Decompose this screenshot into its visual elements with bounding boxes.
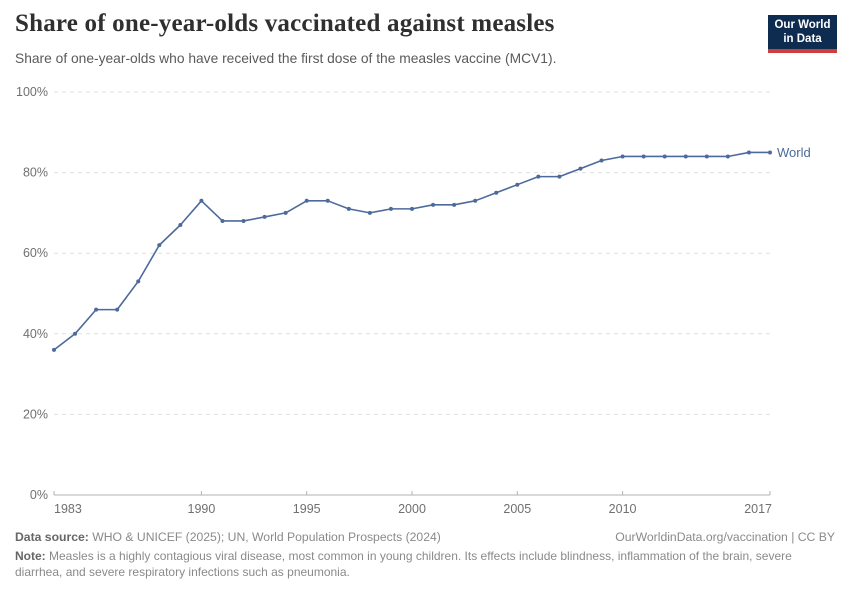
series-line-world: [53, 151, 771, 351]
data-point: [431, 202, 436, 207]
data-point: [199, 198, 204, 203]
y-axis-tick-label: 20%: [23, 407, 48, 421]
data-point: [683, 154, 688, 159]
data-point: [304, 198, 309, 203]
data-point: [662, 154, 667, 159]
data-point: [262, 214, 267, 219]
data-point: [746, 150, 751, 155]
data-point: [557, 174, 562, 179]
note-label: Note:: [15, 549, 46, 563]
data-point: [452, 202, 457, 207]
data-point: [578, 166, 583, 171]
data-point: [388, 206, 393, 211]
y-axis-tick-label: 100%: [16, 85, 48, 99]
data-point: [473, 198, 478, 203]
data-source-label: Data source:: [15, 530, 89, 544]
y-axis-tick-label: 40%: [23, 327, 48, 341]
owid-logo-line2: in Data: [783, 32, 822, 45]
data-point: [73, 331, 78, 336]
data-point: [367, 210, 372, 215]
data-point: [94, 307, 99, 312]
y-axis-tick-label: 0%: [30, 488, 48, 502]
data-point: [410, 206, 414, 211]
x-axis-tick-label: 2000: [398, 502, 426, 516]
data-point: [599, 158, 604, 163]
data-point: [704, 154, 709, 159]
x-axis-tick-label: 2017: [744, 502, 772, 516]
chart-note: Note: Measles is a highly contagious vir…: [15, 549, 793, 580]
data-point: [52, 347, 56, 352]
chart-footer: Data source: WHO & UNICEF (2025); UN, Wo…: [15, 530, 835, 580]
x-axis-tick-label: 1990: [188, 502, 216, 516]
data-source: Data source: WHO & UNICEF (2025); UN, Wo…: [15, 530, 441, 544]
owid-logo-line1: Our World: [774, 19, 831, 31]
x-axis-tick-label: 2010: [609, 502, 637, 516]
data-point: [515, 182, 520, 187]
y-axis-tick-label: 80%: [23, 166, 48, 180]
data-point: [768, 150, 772, 155]
series-label[interactable]: World: [777, 145, 811, 160]
data-point: [641, 154, 646, 159]
x-axis-tick-label: 1995: [293, 502, 321, 516]
data-point: [220, 218, 225, 223]
data-point: [115, 307, 120, 312]
data-point: [178, 222, 183, 227]
data-point: [346, 206, 351, 211]
data-point: [136, 279, 141, 284]
note-text: Measles is a highly contagious viral dis…: [15, 549, 792, 579]
data-source-text: WHO & UNICEF (2025); UN, World Populatio…: [88, 530, 441, 544]
data-point: [283, 210, 288, 215]
world-measles-line-chart: 0% 20% 40% 60% 80% 100% 1983 1990 1995 2000 2005 20…: [16, 85, 811, 516]
page-title: Share of one-year-olds vaccinated agains…: [15, 10, 555, 37]
data-point: [725, 154, 730, 159]
data-point: [241, 218, 246, 223]
data-point: [157, 243, 162, 248]
x-axis-tick-label: 1983: [54, 502, 82, 516]
data-point: [494, 190, 499, 195]
data-point: [620, 154, 625, 159]
x-axis-tick-label: 2005: [503, 502, 531, 516]
chart-subtitle: Share of one-year-olds who have received…: [15, 51, 557, 66]
y-axis-tick-label: 60%: [23, 246, 48, 260]
data-point: [325, 198, 330, 203]
license-link[interactable]: OurWorldinData.org/vaccination | CC BY: [615, 530, 835, 544]
data-point: [536, 174, 541, 179]
owid-logo[interactable]: Our World in Data: [768, 15, 837, 53]
